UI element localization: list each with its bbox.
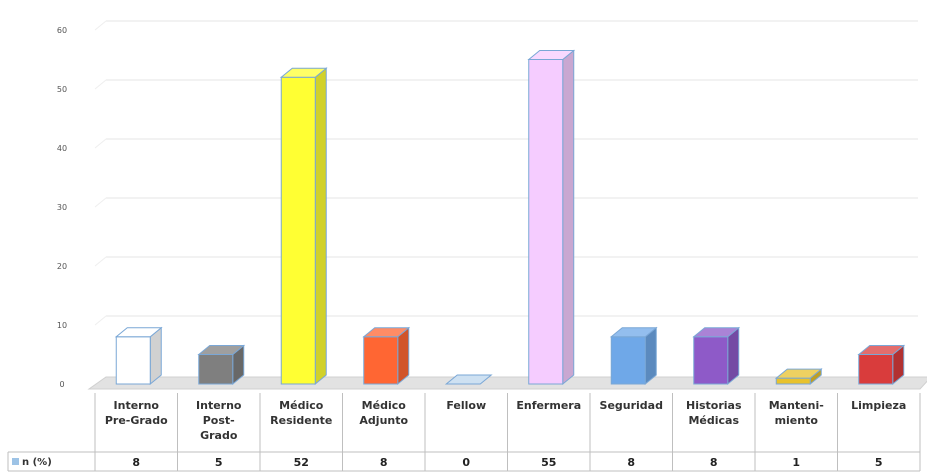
- bar: [692, 326, 741, 386]
- data-label: 5: [215, 456, 223, 469]
- bar: [774, 368, 823, 386]
- data-label: 52: [294, 456, 309, 469]
- bar-top: [857, 345, 906, 355]
- bar-front: [693, 336, 729, 385]
- data-label: 8: [627, 456, 635, 469]
- data-label: 5: [875, 456, 883, 469]
- bar: [857, 344, 906, 386]
- y-tick-label: 10: [57, 321, 67, 330]
- gridline-side: [94, 79, 107, 90]
- bar-side: [562, 49, 575, 386]
- category-label: Manteni-miento: [769, 399, 824, 427]
- gridline-side: [94, 20, 107, 31]
- bar-top: [279, 67, 328, 78]
- category-label: Médico Adjunto: [359, 399, 408, 427]
- y-tick-label: 30: [57, 203, 67, 212]
- gridline-side: [94, 315, 107, 326]
- category-label: Enfermera: [516, 399, 581, 412]
- bar-top: [692, 327, 741, 338]
- data-table: Interno Pre-Grado Interno Post-Grado Médico R…: [7, 393, 921, 472]
- bar-front: [280, 76, 316, 385]
- data-label: 8: [132, 456, 140, 469]
- y-tick-label: 0: [59, 380, 64, 389]
- bar-front: [775, 377, 811, 385]
- data-label: 0: [462, 456, 470, 469]
- bar-top: [114, 327, 163, 338]
- y-tick-label: 40: [57, 144, 67, 153]
- category-label: Historias Médicas: [686, 399, 742, 427]
- bar-side: [644, 326, 657, 386]
- bar: [444, 374, 493, 385]
- bar-top: [197, 345, 246, 355]
- bar-front: [115, 336, 151, 385]
- bar-top: [774, 368, 823, 379]
- bars: [114, 49, 906, 386]
- category-label: Interno Post-Grado: [196, 399, 242, 442]
- bar-front: [363, 336, 399, 385]
- bar: [114, 326, 163, 386]
- bar-side: [397, 326, 410, 386]
- y-axis-tick-labels: 0 10 20 30 40 50 60: [57, 26, 67, 389]
- bar-top: [609, 327, 658, 338]
- bar: [279, 67, 328, 386]
- bar-front: [858, 354, 894, 385]
- y-tick-label: 20: [57, 262, 67, 271]
- category-label: Interno Pre-Grado: [105, 399, 168, 427]
- gridline-side: [94, 256, 107, 267]
- bar-front: [610, 336, 646, 385]
- bar-top: [527, 50, 576, 60]
- y-tick-label: 50: [57, 85, 67, 94]
- category-label: Médico Residente: [270, 399, 332, 427]
- category-label: Limpieza: [851, 399, 906, 412]
- gridlines: [94, 20, 918, 326]
- category-label: Seguridad: [600, 399, 663, 412]
- bar: [362, 326, 411, 386]
- legend-label: n (%): [22, 457, 52, 468]
- bar-top: [362, 327, 411, 338]
- y-tick-label: 60: [57, 26, 67, 35]
- data-label: 1: [792, 456, 800, 469]
- data-label: 8: [710, 456, 718, 469]
- bar-front: [528, 59, 564, 385]
- bar-side: [149, 326, 162, 386]
- category-label: Fellow: [446, 399, 486, 412]
- bar-top: [444, 374, 493, 385]
- data-label: 8: [380, 456, 388, 469]
- gridline-side: [94, 138, 107, 149]
- legend-swatch: [12, 458, 19, 465]
- bar: [609, 326, 658, 386]
- bar: [527, 49, 576, 386]
- bar-front: [198, 354, 234, 385]
- bar-side: [727, 326, 740, 386]
- data-label: 55: [541, 456, 556, 469]
- gridline-side: [94, 197, 107, 208]
- bar-side: [314, 67, 327, 386]
- bar: [197, 344, 246, 386]
